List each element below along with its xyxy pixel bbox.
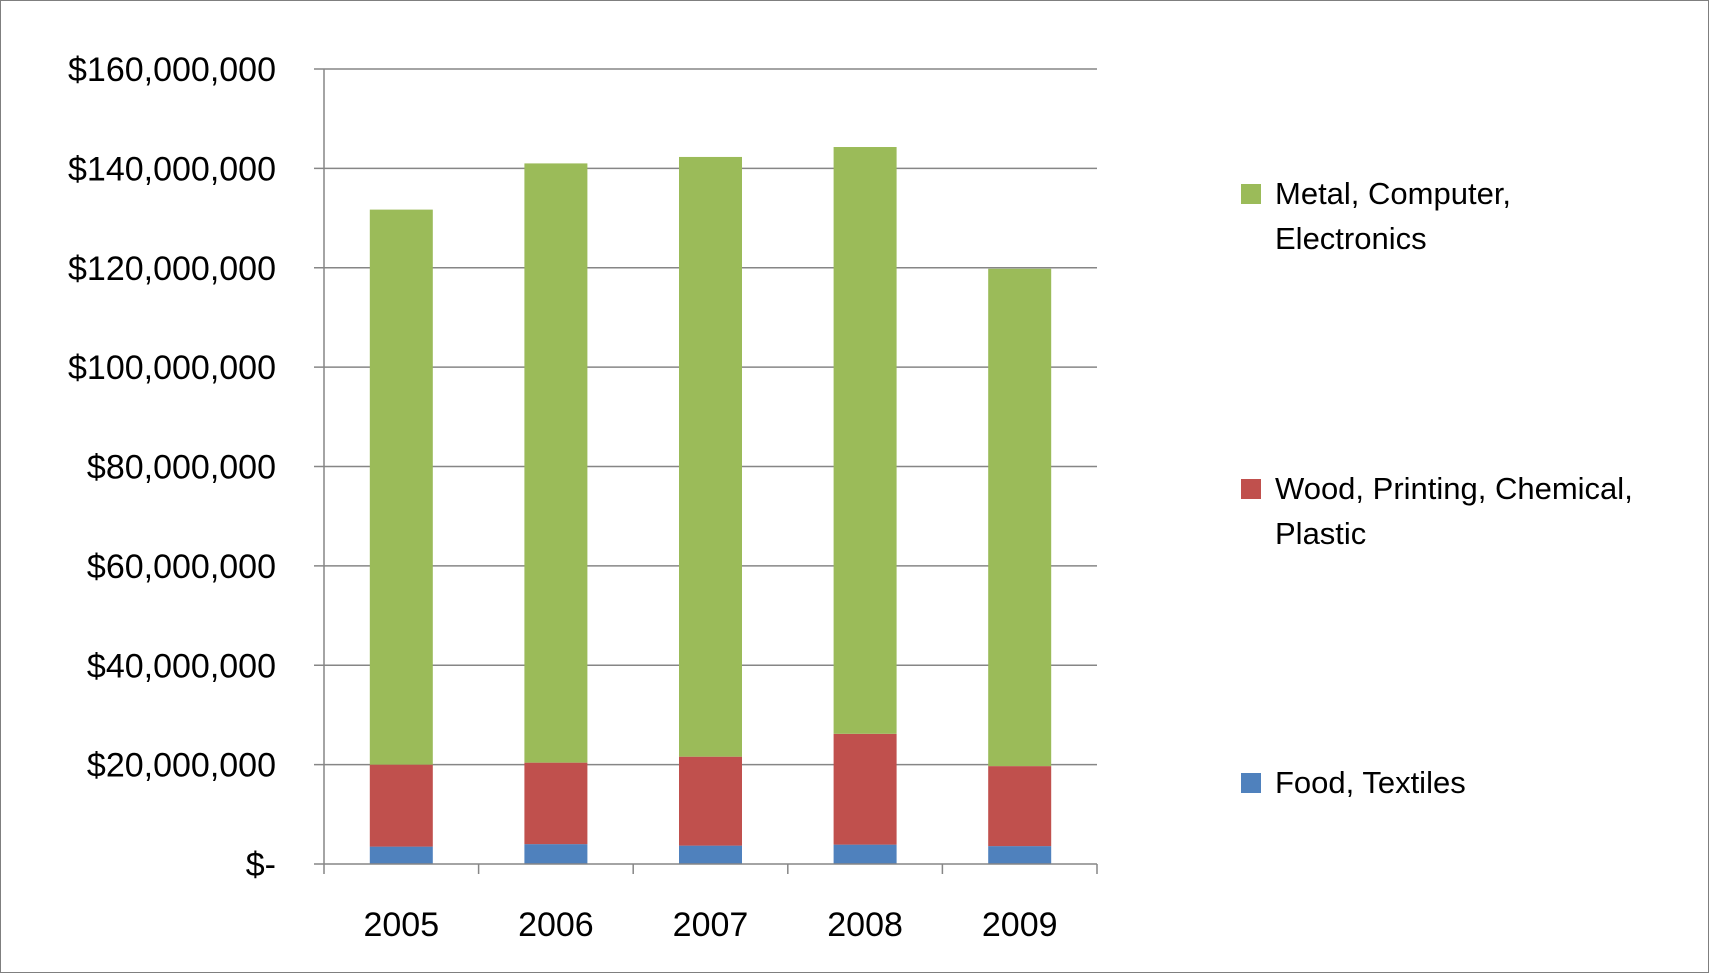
bar-segment <box>988 766 1052 847</box>
legend-swatch <box>1241 184 1261 204</box>
y-tick-label: $140,000,000 <box>68 150 276 188</box>
bar-segment <box>524 762 588 845</box>
bar-segment <box>833 733 897 845</box>
y-tick-label: $- <box>246 846 276 884</box>
y-tick-label: $160,000,000 <box>68 51 276 89</box>
bar-segment <box>679 156 742 757</box>
legend: Metal, Computer, Electronics Wood, Printin… <box>1241 176 1633 800</box>
x-tick-label: 2005 <box>363 906 439 944</box>
bar-segment <box>524 844 588 864</box>
y-tick-label: $80,000,000 <box>87 449 276 487</box>
bar-segment <box>988 846 1052 864</box>
legend-label: Plastic <box>1275 516 1366 551</box>
x-tick-label: 2008 <box>827 906 903 944</box>
legend-label: Metal, Computer, <box>1275 176 1511 211</box>
bar-segment <box>833 147 897 734</box>
bar-segment <box>988 268 1052 767</box>
bar-segment <box>679 845 742 864</box>
bar-segment <box>369 764 433 847</box>
bar-segment <box>833 844 897 864</box>
y-tick-label: $60,000,000 <box>87 548 276 586</box>
y-tick-label: $20,000,000 <box>87 747 276 785</box>
legend-label: Food, Textiles <box>1275 765 1466 800</box>
legend-swatch <box>1241 479 1261 499</box>
bar-segment <box>369 846 433 864</box>
bar-segment <box>369 209 433 765</box>
x-tick-label: 2007 <box>673 906 749 944</box>
legend-label: Wood, Printing, Chemical, <box>1275 471 1633 506</box>
legend-swatch <box>1241 773 1261 793</box>
x-tick-label: 2006 <box>518 906 594 944</box>
legend-label: Electronics <box>1275 221 1427 256</box>
y-axis-tick-labels: $- $20,000,000 $40,000,000 $60,000,000 $80,0… <box>68 51 276 884</box>
y-tick-label: $120,000,000 <box>68 250 276 288</box>
x-tick-label: 2009 <box>982 906 1058 944</box>
x-axis-tick-labels: 2005 2006 2007 2008 2009 <box>363 906 1057 944</box>
y-tick-label: $100,000,000 <box>68 349 276 387</box>
bar-segment <box>524 163 588 763</box>
bars <box>369 147 1052 864</box>
y-tick-label: $40,000,000 <box>87 647 276 685</box>
axes <box>314 68 1098 874</box>
bar-segment <box>679 756 742 846</box>
